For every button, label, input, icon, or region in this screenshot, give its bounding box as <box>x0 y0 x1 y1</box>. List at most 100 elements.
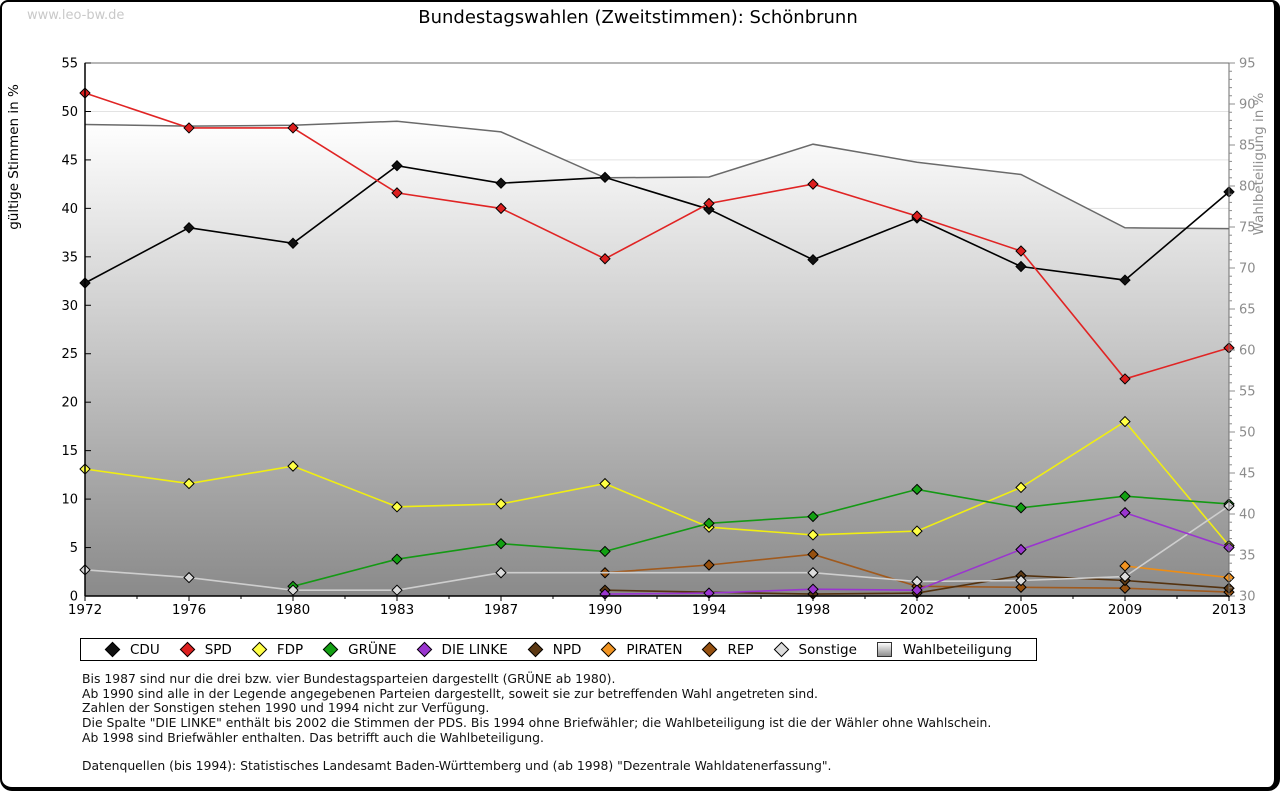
data-point-marker <box>1119 373 1131 385</box>
svg-text:2005: 2005 <box>1004 602 1038 618</box>
legend-swatch-fdp <box>251 641 268 658</box>
legend-swatch-die-linke <box>416 641 432 658</box>
data-point-marker <box>807 178 819 190</box>
data-point-marker <box>183 122 195 134</box>
data-point-marker <box>287 122 299 134</box>
legend-item-npd: NPD <box>527 641 582 658</box>
data-point-marker <box>287 460 299 472</box>
svg-text:45: 45 <box>61 153 78 168</box>
election-chart: 0 5 10 15 20 25 30 35 40 45 50 55 30 35 40 45 50 55 60 65 70… <box>6 57 1267 619</box>
data-point-marker <box>1119 570 1131 583</box>
legend-item-spd: SPD <box>179 641 232 658</box>
svg-text:30: 30 <box>61 299 78 314</box>
svg-text:1998: 1998 <box>796 602 830 618</box>
data-point-marker <box>183 571 195 584</box>
legend-item-gr-ne: GRÜNE <box>322 641 397 658</box>
legend-swatch-npd <box>527 641 544 658</box>
svg-text:45: 45 <box>1239 467 1256 482</box>
series-spd <box>79 87 1235 385</box>
svg-text:1994: 1994 <box>692 602 726 618</box>
legend-swatch-sonstige <box>773 641 789 658</box>
svg-text:70: 70 <box>1239 262 1256 277</box>
legend-label: NPD <box>552 641 582 658</box>
legend-swatch-wahlbeteiligung <box>876 642 892 657</box>
svg-text:20: 20 <box>61 396 78 411</box>
data-point-marker <box>703 203 715 216</box>
data-point-marker <box>599 171 611 184</box>
legend-item-rep: REP <box>702 641 754 658</box>
data-point-marker <box>599 545 611 558</box>
svg-text:40: 40 <box>61 202 78 217</box>
data-point-marker <box>391 187 403 199</box>
data-point-marker <box>495 537 507 550</box>
legend-label: PIRATEN <box>626 641 683 658</box>
y-left-axis-label: gültige Stimmen in % <box>6 84 22 230</box>
data-point-marker <box>183 222 195 234</box>
data-point-marker <box>495 498 507 510</box>
data-point-marker <box>1015 260 1027 273</box>
svg-text:35: 35 <box>1239 549 1256 564</box>
svg-text:1983: 1983 <box>380 602 414 618</box>
legend-item-wahlbeteiligung: Wahlbeteiligung <box>876 642 1012 658</box>
footnote-line: Ab 1998 sind Briefwähler enthalten. Das … <box>82 729 544 745</box>
data-point-marker <box>807 548 819 561</box>
data-point-marker <box>1015 245 1027 257</box>
data-point-marker <box>391 553 403 565</box>
data-point-marker <box>911 584 923 596</box>
svg-text:1972: 1972 <box>68 602 102 618</box>
data-point-marker <box>1119 490 1131 502</box>
data-point-marker <box>1015 543 1027 556</box>
svg-text:5: 5 <box>70 541 78 556</box>
data-point-marker <box>911 210 923 222</box>
axes: 0 5 10 15 20 25 30 35 40 45 50 55 30 35 40 45 50 55 60 65 70… <box>6 57 1267 619</box>
legend-label: CDU <box>130 641 160 658</box>
series-sonstige <box>79 500 1235 596</box>
data-point-marker <box>287 237 299 249</box>
data-point-marker <box>495 567 507 579</box>
data-point-marker <box>599 253 611 265</box>
svg-text:2013: 2013 <box>1212 602 1246 618</box>
legend-label: Sonstige <box>798 641 857 658</box>
data-point-marker <box>1015 481 1027 494</box>
legend-label: DIE LINKE <box>441 641 508 658</box>
svg-text:0: 0 <box>70 590 78 605</box>
data-point-marker <box>391 501 403 513</box>
data-point-marker <box>391 584 403 596</box>
svg-text:55: 55 <box>61 57 78 72</box>
svg-text:50: 50 <box>1239 426 1256 441</box>
data-point-marker <box>807 567 819 579</box>
legend-label: SPD <box>204 641 232 658</box>
datasource-note: Datenquellen (bis 1994): Statistisches L… <box>82 758 832 773</box>
legend-label: GRÜNE <box>348 641 397 658</box>
legend-swatch-spd <box>179 641 195 658</box>
legend-item-sonstige: Sonstige <box>773 641 857 658</box>
svg-text:1990: 1990 <box>588 602 622 618</box>
legend-label: REP <box>727 641 754 658</box>
svg-text:75: 75 <box>1239 221 1256 236</box>
svg-text:1987: 1987 <box>484 602 518 618</box>
data-point-marker <box>1015 502 1027 514</box>
turnout-area <box>85 121 1229 596</box>
svg-text:25: 25 <box>61 347 78 362</box>
data-point-marker <box>391 160 403 172</box>
data-point-marker <box>1015 581 1027 593</box>
svg-text:90: 90 <box>1239 98 1256 113</box>
series-die-linke <box>599 506 1235 600</box>
svg-text:95: 95 <box>1239 57 1256 72</box>
svg-text:2009: 2009 <box>1108 602 1142 618</box>
svg-text:50: 50 <box>61 105 78 120</box>
legend-item-piraten: PIRATEN <box>601 642 682 658</box>
chart-legend: CDU SPD FDP GRÜNE DIE LINKE NPD PIRATEN REP Sons… <box>80 638 1037 661</box>
svg-text:80: 80 <box>1239 180 1256 195</box>
footnote-line: Die Spalte "DIE LINKE" enthält bis 2002 … <box>82 715 992 731</box>
footnote-line: Ab 1990 sind alle in der Legende angegeb… <box>82 685 818 701</box>
svg-text:30: 30 <box>1239 590 1256 605</box>
legend-swatch-cdu <box>104 641 121 658</box>
svg-text:1980: 1980 <box>276 602 310 618</box>
svg-text:1976: 1976 <box>172 602 206 618</box>
svg-text:10: 10 <box>61 493 78 508</box>
data-point-marker <box>183 477 195 490</box>
data-point-marker <box>703 517 715 530</box>
svg-text:65: 65 <box>1239 303 1256 318</box>
